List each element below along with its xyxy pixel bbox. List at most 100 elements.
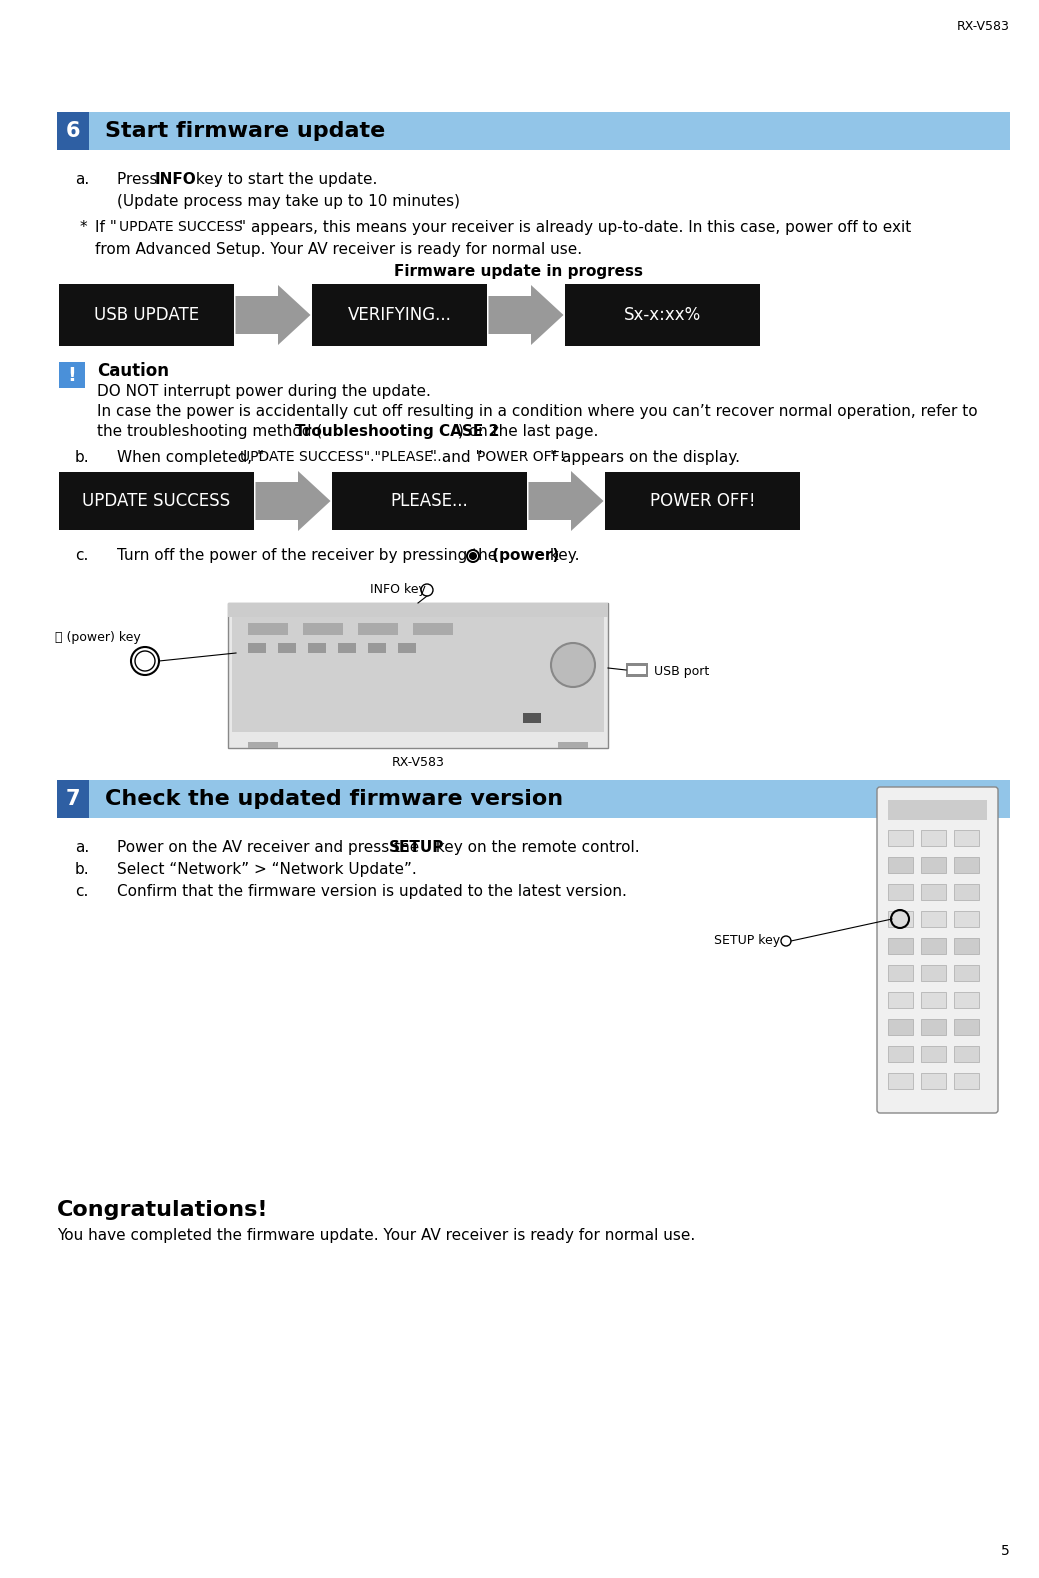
Circle shape: [135, 652, 155, 671]
Bar: [954, 1046, 979, 1062]
Bar: [523, 713, 541, 723]
Text: VERIFYING...: VERIFYING...: [348, 306, 451, 323]
Text: PLEASE...: PLEASE...: [391, 492, 469, 510]
Polygon shape: [236, 286, 311, 346]
Bar: [888, 1046, 913, 1062]
Bar: [921, 993, 945, 1008]
Bar: [888, 884, 913, 899]
Bar: [412, 623, 453, 634]
Circle shape: [469, 552, 477, 560]
Text: 7: 7: [65, 789, 80, 810]
Text: 6: 6: [65, 122, 80, 140]
Bar: [954, 884, 979, 899]
Bar: [232, 608, 604, 732]
Polygon shape: [529, 470, 604, 532]
Text: Congratulations!: Congratulations!: [57, 1199, 268, 1220]
Bar: [332, 472, 527, 530]
Bar: [558, 742, 588, 748]
Text: SETUP: SETUP: [389, 839, 445, 855]
Text: USB UPDATE: USB UPDATE: [94, 306, 199, 323]
Text: You have completed the firmware update. Your AV receiver is ready for normal use: You have completed the firmware update. …: [57, 1228, 695, 1243]
Text: ) on the last page.: ) on the last page.: [458, 424, 598, 439]
Bar: [888, 937, 913, 955]
Bar: [954, 1019, 979, 1035]
Text: 5: 5: [1002, 1543, 1010, 1557]
Bar: [921, 1073, 945, 1089]
Bar: [921, 1019, 945, 1035]
Bar: [228, 603, 608, 617]
Text: c.: c.: [75, 548, 88, 563]
Bar: [278, 642, 296, 653]
Text: SETUP key: SETUP key: [714, 934, 780, 947]
Text: a.: a.: [75, 172, 89, 188]
Bar: [59, 472, 254, 530]
Text: " appears on the display.: " appears on the display.: [550, 450, 740, 466]
Bar: [368, 642, 387, 653]
Bar: [921, 911, 945, 926]
Bar: [954, 911, 979, 926]
Bar: [248, 623, 288, 634]
Text: Power on the AV receiver and press the: Power on the AV receiver and press the: [117, 839, 424, 855]
Polygon shape: [488, 286, 563, 346]
Text: from Advanced Setup. Your AV receiver is ready for normal use.: from Advanced Setup. Your AV receiver is…: [95, 241, 582, 257]
Bar: [921, 830, 945, 846]
Text: *: *: [80, 219, 87, 235]
Bar: [605, 472, 800, 530]
Bar: [89, 780, 1010, 817]
Bar: [954, 857, 979, 873]
Text: USB port: USB port: [654, 664, 710, 679]
Bar: [888, 966, 913, 982]
Bar: [888, 911, 913, 926]
Bar: [398, 642, 416, 653]
Text: In case the power is accidentally cut off resulting in a condition where you can: In case the power is accidentally cut of…: [97, 404, 978, 420]
Text: key on the remote control.: key on the remote control.: [431, 839, 640, 855]
Circle shape: [468, 551, 478, 562]
Bar: [954, 937, 979, 955]
Text: Firmware update in progress: Firmware update in progress: [395, 264, 643, 279]
Circle shape: [551, 642, 595, 686]
Text: Start firmware update: Start firmware update: [105, 122, 385, 140]
Bar: [888, 1019, 913, 1035]
Bar: [59, 284, 234, 346]
Text: Select “Network” > “Network Update”.: Select “Network” > “Network Update”.: [117, 862, 417, 877]
Bar: [228, 603, 608, 748]
FancyBboxPatch shape: [877, 787, 998, 1112]
Polygon shape: [256, 470, 330, 532]
Text: Sx-x:xx%: Sx-x:xx%: [623, 306, 701, 323]
Text: (power): (power): [487, 548, 559, 563]
Bar: [628, 666, 646, 674]
Text: Troubleshooting CASE 2: Troubleshooting CASE 2: [295, 424, 500, 439]
Bar: [565, 284, 760, 346]
Text: Caution: Caution: [97, 361, 169, 380]
Text: UPDATE SUCCESS"."PLEASE...: UPDATE SUCCESS"."PLEASE...: [240, 450, 446, 464]
Text: UPDATE SUCCESS: UPDATE SUCCESS: [82, 492, 231, 510]
Bar: [954, 966, 979, 982]
Text: UPDATE SUCCESS: UPDATE SUCCESS: [119, 219, 243, 234]
Bar: [57, 780, 89, 817]
Bar: [954, 1073, 979, 1089]
Text: Turn off the power of the receiver by pressing the: Turn off the power of the receiver by pr…: [117, 548, 502, 563]
Text: INFO: INFO: [155, 172, 196, 188]
Text: a.: a.: [75, 839, 89, 855]
Bar: [308, 642, 326, 653]
Text: (Update process may take up to 10 minutes): (Update process may take up to 10 minute…: [117, 194, 460, 208]
Circle shape: [467, 549, 480, 563]
Bar: [338, 642, 356, 653]
Bar: [59, 361, 85, 388]
Text: the troubleshooting method (: the troubleshooting method (: [97, 424, 322, 439]
Text: RX-V583: RX-V583: [392, 756, 445, 768]
Bar: [888, 830, 913, 846]
Bar: [888, 800, 987, 821]
Text: c.: c.: [75, 884, 88, 899]
Bar: [888, 1073, 913, 1089]
Text: Check the updated firmware version: Check the updated firmware version: [105, 789, 563, 810]
Text: Confirm that the firmware version is updated to the latest version.: Confirm that the firmware version is upd…: [117, 884, 627, 899]
Text: " and ": " and ": [425, 450, 483, 466]
Text: If ": If ": [95, 219, 116, 235]
Bar: [57, 112, 89, 150]
Text: When completed, ": When completed, ": [117, 450, 264, 466]
Text: Press: Press: [117, 172, 162, 188]
Text: ⓘ (power) key: ⓘ (power) key: [55, 631, 140, 644]
Text: INFO key: INFO key: [370, 582, 426, 596]
Text: DO NOT interrupt power during the update.: DO NOT interrupt power during the update…: [97, 383, 431, 399]
